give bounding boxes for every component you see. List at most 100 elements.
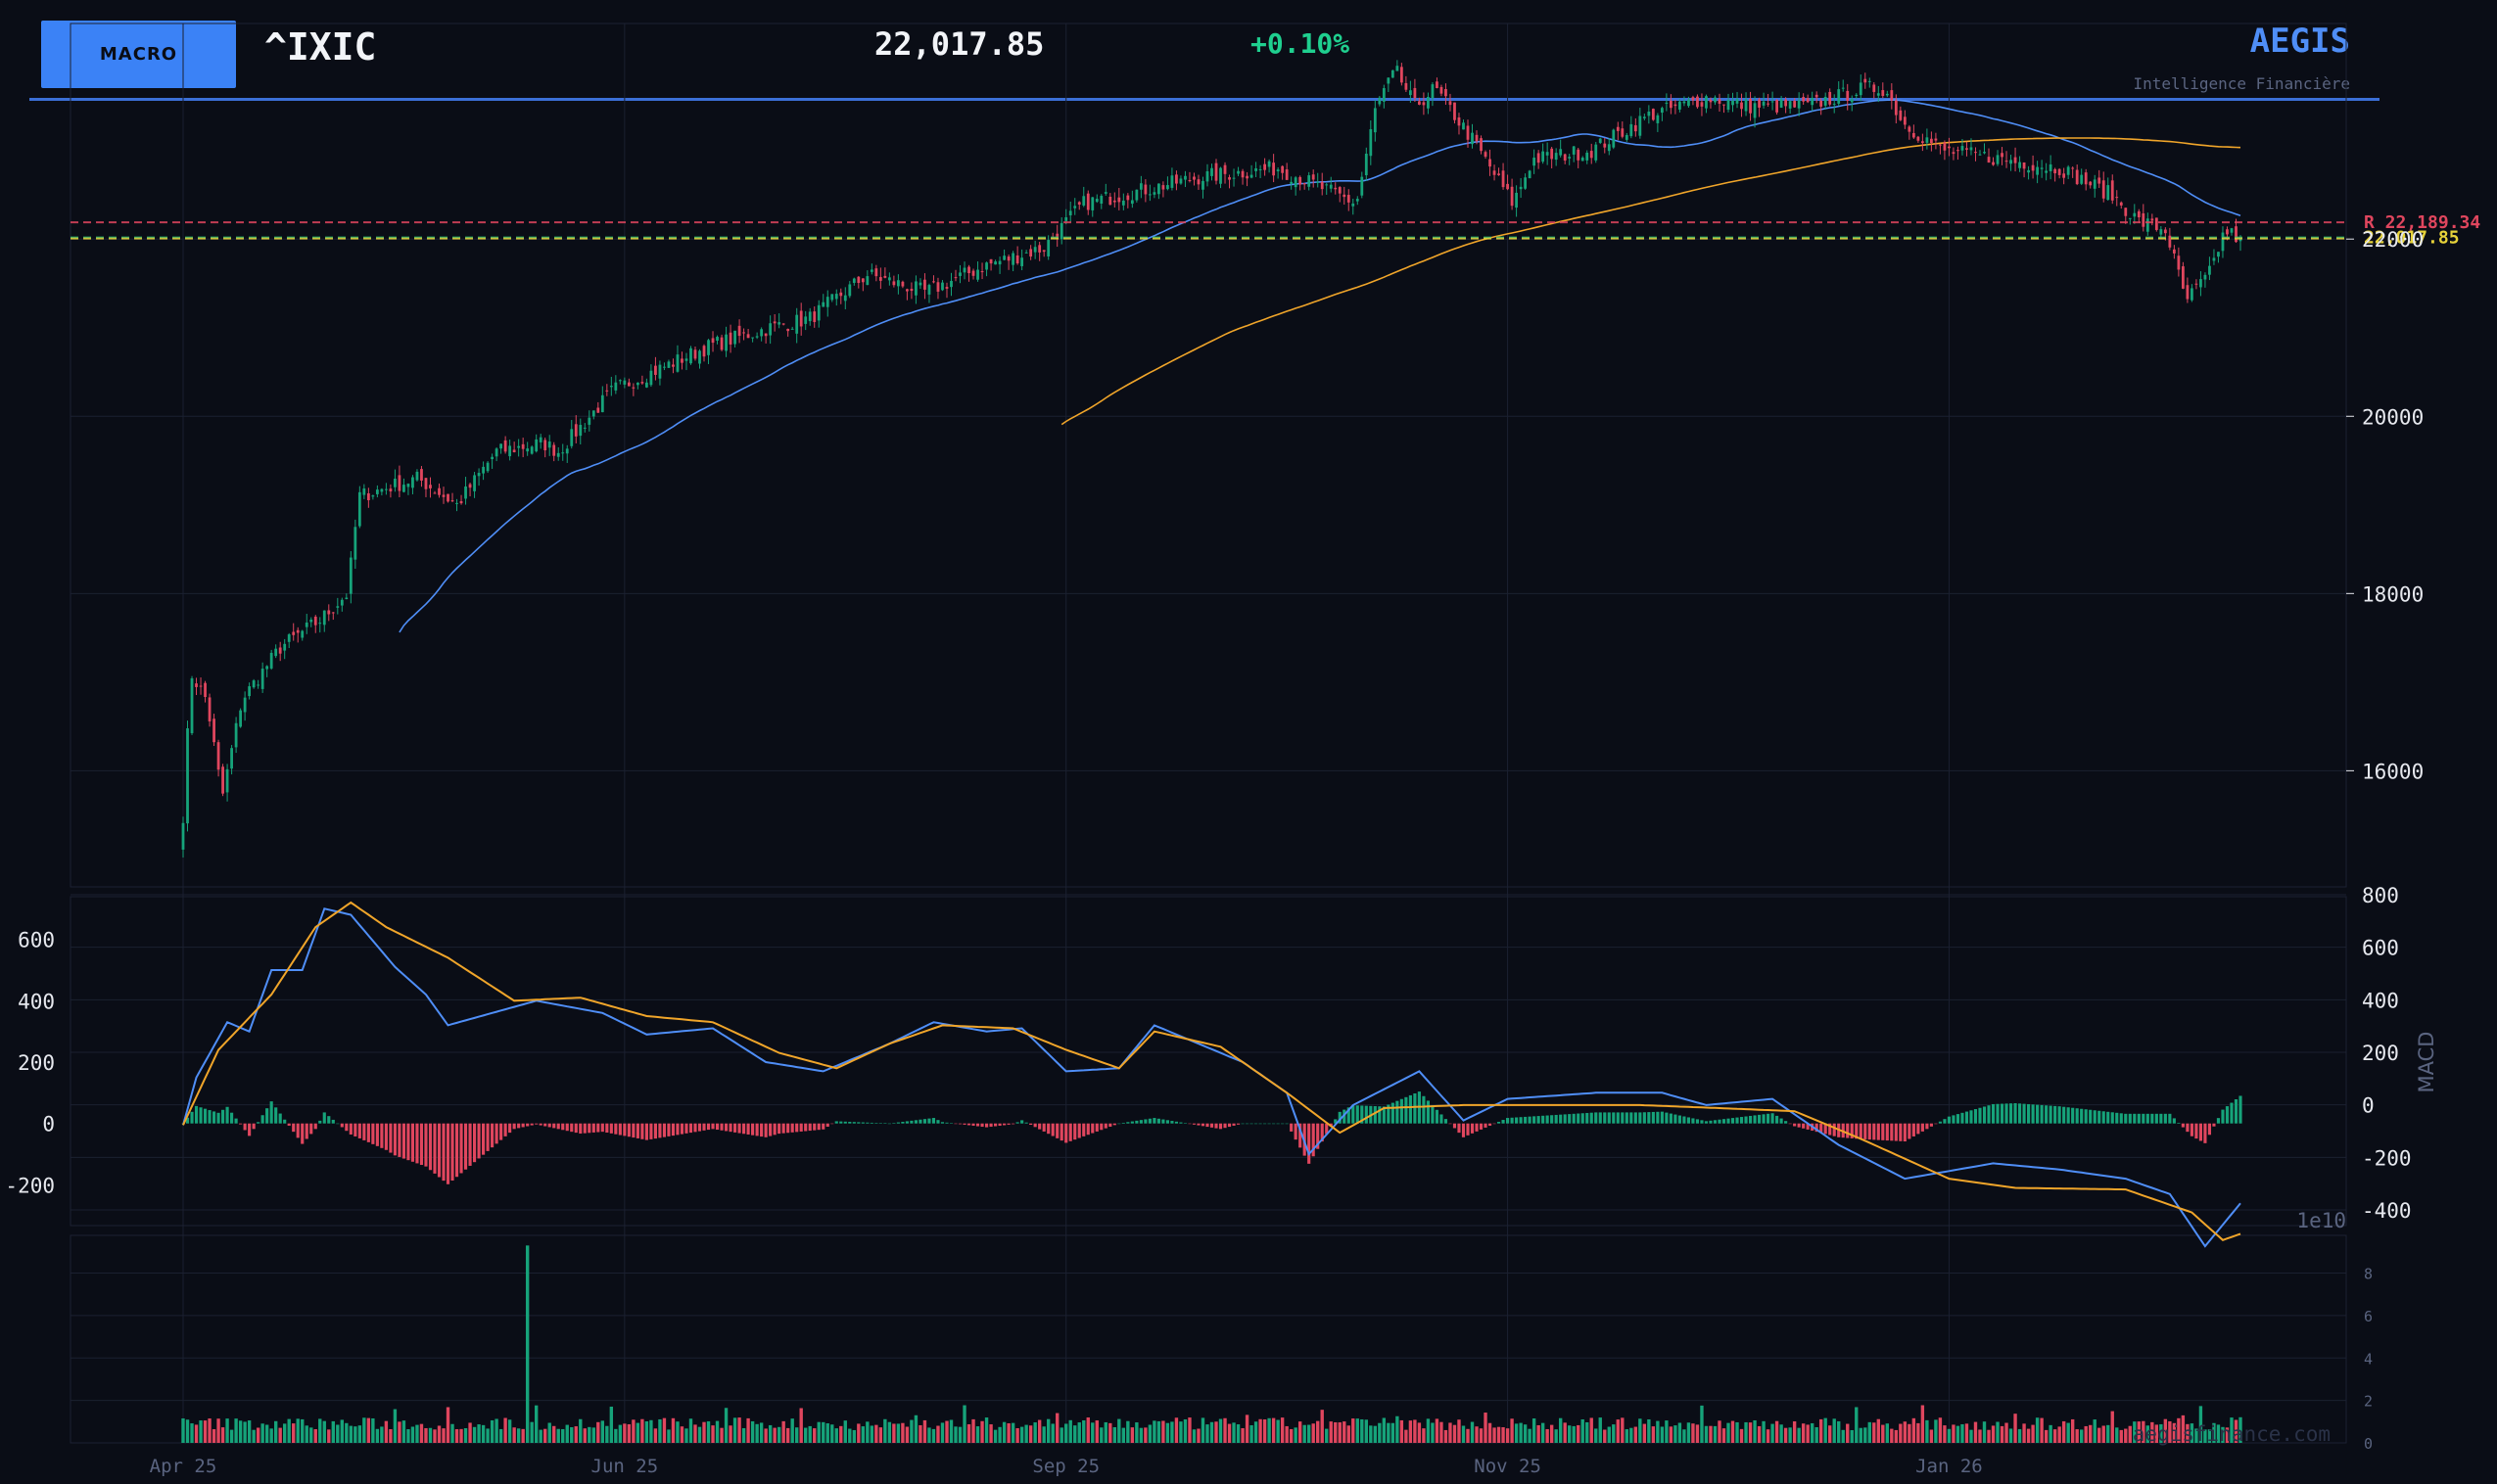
x-tick-label: Nov 25	[1474, 1456, 1541, 1477]
candle-body	[212, 719, 215, 743]
macd-histogram-bar	[1290, 1123, 1294, 1132]
volume-bar	[1289, 1428, 1294, 1443]
macd-histogram-bar	[1881, 1123, 1885, 1140]
macd-histogram-bar	[2031, 1104, 2035, 1124]
volume-bar	[785, 1427, 790, 1443]
macd-histogram-bar	[1952, 1115, 1955, 1124]
candle-body	[208, 697, 212, 721]
macd-histogram-bar	[1899, 1123, 1903, 1141]
macd-histogram-bar	[1298, 1123, 1302, 1148]
candle-body	[689, 348, 692, 364]
price-change: +0.10%	[1250, 27, 1350, 60]
candle-body	[1823, 96, 1827, 106]
volume-bar	[1929, 1429, 1934, 1443]
candle-body	[2168, 235, 2172, 248]
volume-bar	[2172, 1422, 2177, 1443]
macd-histogram-bar	[1461, 1123, 1466, 1137]
candle-body	[230, 748, 233, 769]
candle-body	[340, 599, 344, 606]
volume-bar	[1068, 1419, 1072, 1443]
candle-body	[1814, 94, 1818, 98]
volume-bar	[1399, 1419, 1404, 1443]
volume-bar	[1757, 1425, 1762, 1443]
macd-histogram-bar	[1753, 1115, 1757, 1124]
volume-bar	[1916, 1422, 1920, 1443]
macd-histogram-bar	[2159, 1113, 2163, 1124]
macd-histogram-bar	[1311, 1123, 1315, 1157]
volume-bar	[1890, 1428, 1894, 1443]
volume-bar	[1197, 1428, 1201, 1443]
macd-histogram-bar	[2212, 1123, 2216, 1127]
volume-bar	[1297, 1421, 1302, 1443]
macd-histogram-bar	[1850, 1123, 1854, 1138]
macd-histogram-bar	[1382, 1106, 1386, 1124]
candle-body	[742, 332, 745, 334]
candle-body	[415, 471, 419, 481]
candle-body	[781, 323, 785, 325]
candle-body	[640, 382, 644, 384]
macd-histogram-bar	[366, 1123, 370, 1142]
macd-histogram-bar	[697, 1123, 702, 1132]
candle-body	[1390, 70, 1394, 78]
volume-bar	[203, 1420, 208, 1443]
macd-histogram-bar	[477, 1123, 481, 1159]
volume-bar	[1457, 1419, 1461, 1443]
macd-histogram-bar	[1496, 1121, 1501, 1124]
macd-histogram-bar	[755, 1123, 759, 1136]
volume-bar	[1033, 1422, 1037, 1443]
candle-body	[1585, 152, 1589, 161]
candle-body	[1559, 149, 1563, 156]
volume-bar	[1223, 1417, 1227, 1443]
macd-histogram-bar	[1360, 1105, 1364, 1124]
volume-bar	[1894, 1429, 1899, 1443]
macd-histogram-bar	[1408, 1094, 1412, 1124]
macd-histogram-bar	[1669, 1113, 1673, 1124]
macd-histogram-bar	[278, 1113, 282, 1124]
macd-histogram-bar	[1739, 1117, 1744, 1124]
macd-histogram-bar	[561, 1123, 565, 1131]
candle-body	[1033, 247, 1037, 253]
macd-histogram-bar	[1735, 1117, 1739, 1124]
volume-bar	[2119, 1429, 2123, 1443]
macd-histogram-bar	[1814, 1123, 1818, 1133]
volume-bar	[1060, 1427, 1063, 1443]
macd-histogram-bar	[732, 1123, 737, 1133]
macd-histogram-bar	[1691, 1118, 1695, 1124]
candle-body	[2217, 252, 2220, 257]
macd-histogram-bar	[1911, 1123, 1915, 1136]
macro-badge[interactable]: MACRO	[41, 21, 236, 88]
macd-histogram-bar	[1346, 1107, 1350, 1124]
macd-histogram-bar	[552, 1123, 556, 1129]
volume-bar	[2124, 1428, 2128, 1443]
candle-body	[1003, 255, 1006, 260]
macd-histogram-bar	[2238, 1095, 2242, 1124]
volume-bar	[684, 1428, 688, 1443]
candle-body	[1139, 183, 1143, 190]
candle-body	[2133, 212, 2137, 217]
volume-bar	[1947, 1428, 1952, 1443]
candle-body	[672, 364, 675, 367]
volume-bar	[2154, 1424, 2159, 1443]
volume-bar	[1612, 1424, 1616, 1443]
candle-body	[526, 448, 530, 452]
volume-bar	[2203, 1429, 2207, 1443]
macd-histogram-bar	[318, 1120, 322, 1124]
volume-bar	[817, 1421, 821, 1443]
volume-bar	[1505, 1428, 1510, 1443]
macd-histogram-bar	[1665, 1112, 1669, 1124]
candle-body	[1881, 90, 1885, 96]
candle-body	[1144, 184, 1148, 195]
volume-bar	[1943, 1425, 1947, 1443]
volume-bar	[428, 1427, 433, 1443]
candle-body	[1082, 196, 1086, 206]
candle-body	[1700, 102, 1704, 107]
volume-bar	[732, 1417, 737, 1443]
candle-body	[866, 276, 870, 286]
volume-bar	[737, 1417, 741, 1443]
candle-body	[737, 325, 741, 337]
macd-histogram-bar	[1073, 1123, 1077, 1140]
candle-body	[764, 333, 768, 337]
macd-histogram-bar	[1475, 1123, 1479, 1132]
macd-histogram-bar	[1236, 1123, 1241, 1125]
candle-body	[1413, 87, 1417, 99]
